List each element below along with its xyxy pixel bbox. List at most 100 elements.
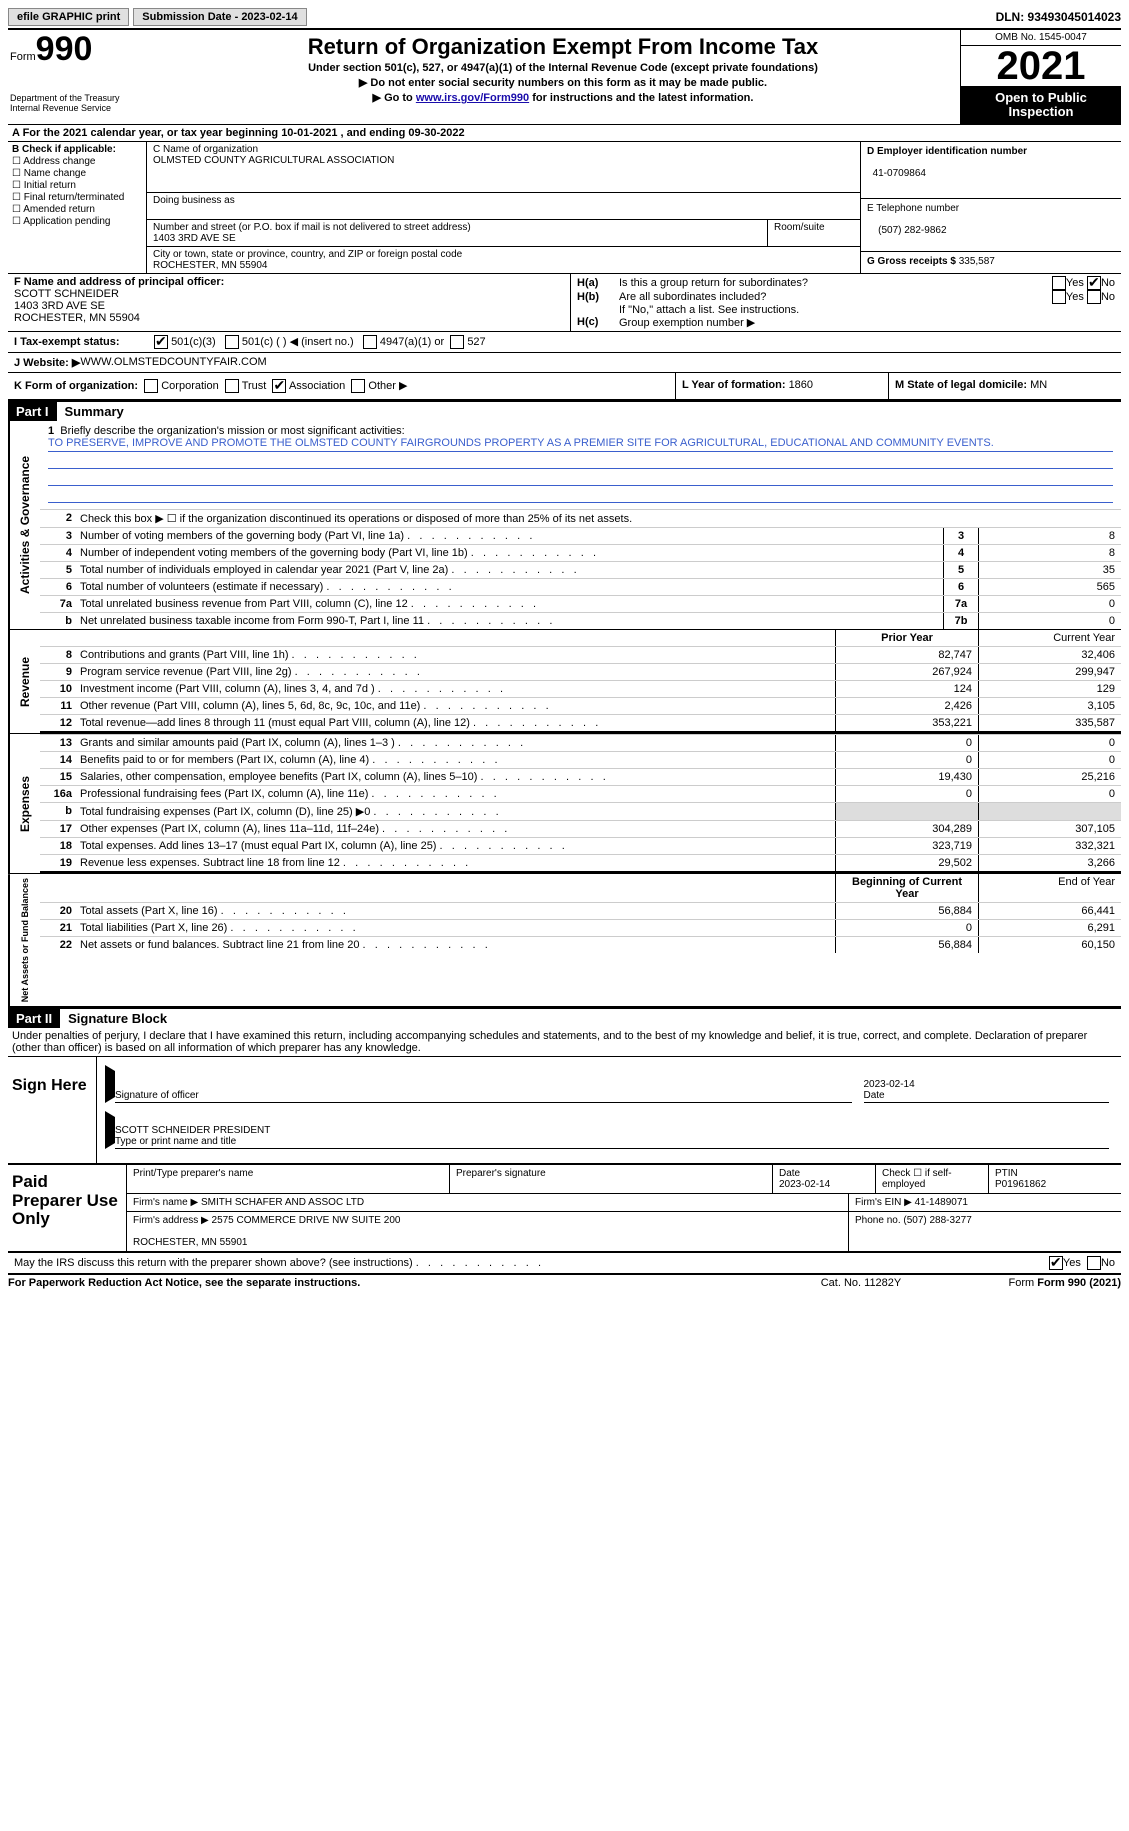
vlabel-expenses: Expenses	[8, 734, 40, 873]
vlabel-governance: Activities & Governance	[8, 421, 40, 629]
expense-row: 18Total expenses. Add lines 13–17 (must …	[40, 837, 1121, 854]
form-label: Form	[10, 51, 36, 63]
website-label: J Website: ▶	[14, 356, 80, 369]
org-name: OLMSTED COUNTY AGRICULTURAL ASSOCIATION	[153, 155, 394, 166]
mission-text: TO PRESERVE, IMPROVE AND PROMOTE THE OLM…	[48, 437, 1113, 452]
top-bar: efile GRAPHIC print Submission Date - 20…	[8, 8, 1121, 26]
website-value: WWW.OLMSTEDCOUNTYFAIR.COM	[80, 356, 266, 368]
part-2-title: Signature Block	[60, 1009, 175, 1028]
cb-other[interactable]	[351, 379, 365, 393]
form-header: Form990 Department of the Treasury Inter…	[8, 28, 1121, 125]
row-k-label: K Form of organization:	[14, 380, 138, 392]
phone-value: (507) 282-9862	[878, 225, 946, 236]
street-value: 1403 3RD AVE SE	[153, 233, 236, 244]
ha-yes[interactable]	[1052, 276, 1066, 290]
cb-name-change[interactable]: ☐ Name change	[12, 168, 142, 179]
cb-initial-return[interactable]: ☐ Initial return	[12, 180, 142, 191]
cb-trust[interactable]	[225, 379, 239, 393]
cb-4947[interactable]	[363, 335, 377, 349]
self-employed-check[interactable]: Check ☐ if self-employed	[876, 1165, 989, 1193]
ptin: PTIN P01961862	[989, 1165, 1121, 1193]
net-assets-row: 22Net assets or fund balances. Subtract …	[40, 936, 1121, 953]
discuss-yes[interactable]	[1049, 1256, 1063, 1270]
form-note-1: ▶ Do not enter social security numbers o…	[172, 76, 954, 89]
officer-label: F Name and address of principal officer:	[14, 276, 224, 288]
irs-link[interactable]: www.irs.gov/Form990	[416, 92, 529, 104]
summary-row: bNet unrelated business taxable income f…	[40, 612, 1121, 629]
section-f-h: F Name and address of principal officer:…	[8, 274, 1121, 332]
expense-row: 13Grants and similar amounts paid (Part …	[40, 734, 1121, 751]
ha-no[interactable]	[1087, 276, 1101, 290]
form-number: 990	[36, 30, 93, 68]
summary-row: 5Total number of individuals employed in…	[40, 561, 1121, 578]
city-label: City or town, state or province, country…	[153, 249, 462, 260]
expense-row: 15Salaries, other compensation, employee…	[40, 768, 1121, 785]
perjury-declaration: Under penalties of perjury, I declare th…	[8, 1028, 1121, 1056]
net-assets-row: 21Total liabilities (Part X, line 26)06,…	[40, 919, 1121, 936]
tax-year: 2021	[961, 46, 1121, 87]
signature-date: 2023-02-14	[864, 1079, 915, 1090]
row-a-tax-year: A For the 2021 calendar year, or tax yea…	[8, 125, 1121, 142]
signature-arrow-icon	[105, 1065, 115, 1103]
section-b-through-g: B Check if applicable: ☐ Address change …	[8, 142, 1121, 274]
footer-row: For Paperwork Reduction Act Notice, see …	[8, 1275, 1121, 1291]
form-subtitle: Under section 501(c), 527, or 4947(a)(1)…	[172, 62, 954, 74]
phone-label: E Telephone number	[867, 203, 959, 214]
efile-button[interactable]: efile GRAPHIC print	[8, 8, 129, 26]
firm-phone: Phone no. (507) 288-3277	[849, 1212, 1121, 1251]
gross-receipts-label: G Gross receipts $	[867, 256, 959, 267]
hb-note: If "No," attach a list. See instructions…	[619, 304, 1115, 316]
city-value: ROCHESTER, MN 55904	[153, 260, 267, 271]
cb-amended-return[interactable]: ☐ Amended return	[12, 204, 142, 215]
expense-row: 16aProfessional fundraising fees (Part I…	[40, 785, 1121, 802]
line-2-text: Check this box ▶ ☐ if the organization d…	[76, 510, 1121, 527]
row-j-website: J Website: ▶ WWW.OLMSTEDCOUNTYFAIR.COM	[8, 353, 1121, 373]
row-i-label: I Tax-exempt status:	[14, 336, 154, 348]
gross-receipts-value: 335,587	[959, 256, 995, 267]
prior-year-header: Prior Year	[835, 630, 979, 646]
cb-assoc[interactable]	[272, 379, 286, 393]
revenue-row: 9Program service revenue (Part VIII, lin…	[40, 663, 1121, 680]
hb-no[interactable]	[1087, 290, 1101, 304]
goto-post: for instructions and the latest informat…	[529, 92, 753, 104]
officer-name-title: SCOTT SCHNEIDER PRESIDENT	[115, 1125, 270, 1136]
expense-row: 17Other expenses (Part IX, column (A), l…	[40, 820, 1121, 837]
firm-ein: Firm's EIN ▶ 41-1489071	[849, 1194, 1121, 1211]
expense-row: 19Revenue less expenses. Subtract line 1…	[40, 854, 1121, 873]
cb-address-change[interactable]: ☐ Address change	[12, 156, 142, 167]
cb-final-return[interactable]: ☐ Final return/terminated	[12, 192, 142, 203]
cb-corp[interactable]	[144, 379, 158, 393]
beg-year-header: Beginning of Current Year	[835, 874, 979, 902]
sign-here-label: Sign Here	[8, 1057, 97, 1163]
summary-row: 7aTotal unrelated business revenue from …	[40, 595, 1121, 612]
cb-501c[interactable]	[225, 335, 239, 349]
discuss-no[interactable]	[1087, 1256, 1101, 1270]
form-id: Form Form 990 (2021)	[961, 1277, 1121, 1289]
submission-date-button[interactable]: Submission Date - 2023-02-14	[133, 8, 306, 26]
hb-yes[interactable]	[1052, 290, 1066, 304]
current-year-header: Current Year	[979, 630, 1121, 646]
cb-527[interactable]	[450, 335, 464, 349]
col-b-label: B Check if applicable:	[12, 144, 116, 155]
part-2-header-row: Part II Signature Block	[8, 1008, 1121, 1028]
name-arrow-icon	[105, 1111, 115, 1149]
part-1-header-row: Part I Summary	[8, 401, 1121, 421]
paperwork-notice: For Paperwork Reduction Act Notice, see …	[8, 1277, 761, 1289]
cb-application-pending[interactable]: ☐ Application pending	[12, 216, 142, 227]
cat-no: Cat. No. 11282Y	[761, 1277, 961, 1289]
cb-501c3[interactable]	[154, 335, 168, 349]
end-year-header: End of Year	[979, 874, 1121, 902]
part-1-title: Summary	[57, 402, 132, 421]
dba-label: Doing business as	[153, 195, 235, 206]
hc-text: Group exemption number ▶	[619, 316, 1115, 329]
ha-text: Is this a group return for subordinates?	[619, 277, 1052, 289]
summary-row: 3Number of voting members of the governi…	[40, 527, 1121, 544]
hb-label: H(b)	[577, 291, 619, 303]
date-label: Date	[864, 1090, 885, 1101]
part-1-badge: Part I	[8, 402, 57, 421]
ein-value: 41-0709864	[873, 168, 926, 179]
preparer-date: Date 2023-02-14	[773, 1165, 876, 1193]
discuss-question: May the IRS discuss this return with the…	[14, 1257, 1049, 1269]
hb-text: Are all subordinates included?	[619, 291, 1052, 303]
part-2-badge: Part II	[8, 1009, 60, 1028]
